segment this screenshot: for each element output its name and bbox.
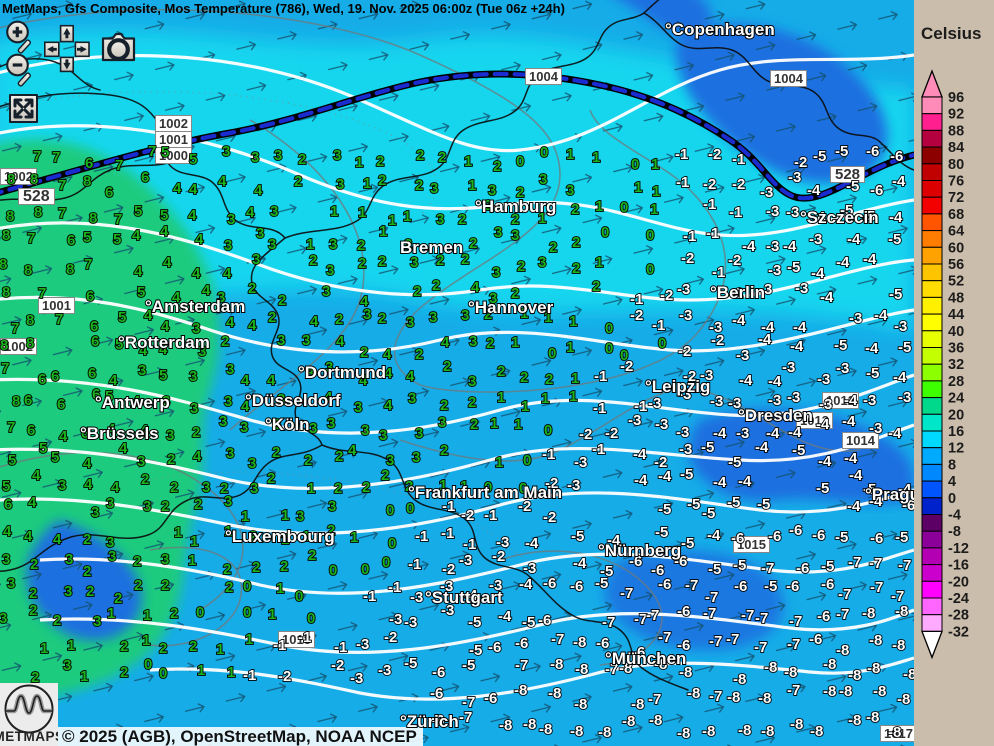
svg-text:12: 12 [948,441,964,457]
svg-text:-24: -24 [948,591,969,607]
svg-text:-16: -16 [948,558,969,574]
svg-text:84: 84 [948,140,964,156]
svg-text:96: 96 [948,90,964,106]
svg-text:80: 80 [948,157,964,173]
svg-text:64: 64 [948,224,964,240]
svg-text:92: 92 [948,107,964,123]
svg-text:-8: -8 [948,524,961,540]
svg-text:8: 8 [948,457,956,473]
svg-text:20: 20 [948,407,964,423]
svg-text:56: 56 [948,257,964,273]
svg-text:-32: -32 [948,624,969,640]
svg-text:72: 72 [948,190,964,206]
svg-text:-28: -28 [948,608,969,624]
svg-text:48: 48 [948,290,964,306]
svg-text:52: 52 [948,274,964,290]
svg-text:88: 88 [948,123,964,139]
svg-text:-20: -20 [948,574,969,590]
svg-text:METMAPS: METMAPS [0,729,58,744]
svg-text:60: 60 [948,240,964,256]
svg-text:-12: -12 [948,541,969,557]
svg-text:40: 40 [948,324,964,340]
svg-text:76: 76 [948,174,964,190]
svg-text:68: 68 [948,207,964,223]
svg-text:-4: -4 [948,508,961,524]
svg-text:0: 0 [948,491,956,507]
svg-text:44: 44 [948,307,964,323]
svg-text:16: 16 [948,424,964,440]
svg-text:36: 36 [948,341,964,357]
svg-text:4: 4 [948,474,956,490]
svg-text:32: 32 [948,357,964,373]
svg-text:24: 24 [948,391,964,407]
svg-text:28: 28 [948,374,964,390]
